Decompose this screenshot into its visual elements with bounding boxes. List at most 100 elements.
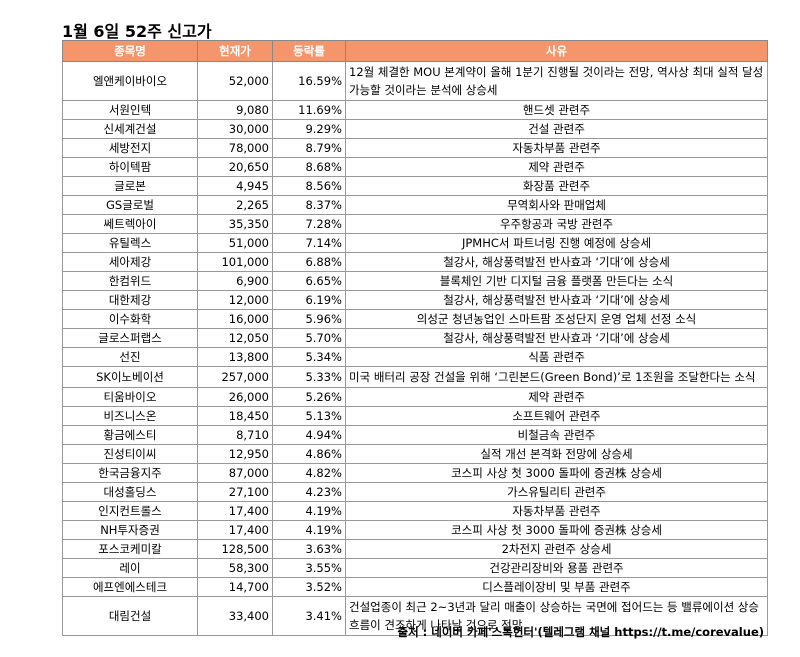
stock-name: NH투자증권 [62,520,198,540]
change-rate: 5.33% [272,366,346,388]
stock-name: 유틸렉스 [62,233,198,253]
change-rate: 4.23% [272,482,346,502]
reason: 2차전지 관련주 상승세 [345,539,768,559]
table-row: NH투자증권 17,400 4.19% 코스피 사상 첫 3000 돌파에 증권株 상… [62,520,768,540]
price: 18,450 [197,406,273,426]
table-row: 서원인텍 9,080 11.69% 핸드셋 관련주 [62,100,768,120]
reason: 철강사, 해상풍력발전 반사효과 ‘기대’에 상승세 [345,328,768,348]
table-row: 하이텍팜 20,650 8.68% 제약 관련주 [62,157,768,177]
price: 33,400 [197,596,273,636]
table: 종목명 현재가 등락률 사유 엘앤케이바이오 52,000 16.59% 12월 체결한 M… [62,40,768,636]
stock-name: 글로스퍼랩스 [62,328,198,348]
change-rate: 5.96% [272,309,346,329]
change-rate: 7.14% [272,233,346,253]
stock-name: 하이텍팜 [62,157,198,177]
change-rate: 3.41% [272,596,346,636]
stock-name: 포스코케미칼 [62,539,198,559]
reason: 제약 관련주 [345,387,768,407]
table-row: 대성홀딩스 27,100 4.23% 가스유틸리티 관련주 [62,482,768,502]
price: 58,300 [197,558,273,578]
stock-name: 엘앤케이바이오 [62,61,198,101]
column-header: 등락률 [272,40,346,62]
stock-name: SK이노베이션 [62,366,198,388]
change-rate: 4.82% [272,463,346,483]
reason: 의성군 청년농업인 스마트팜 조성단지 운영 업체 선정 소식 [345,309,768,329]
price: 20,650 [197,157,273,177]
price: 257,000 [197,366,273,388]
reason: 건강관리장비와 용품 관련주 [345,558,768,578]
stock-name: 서원인텍 [62,100,198,120]
change-rate: 4.94% [272,425,346,445]
reason: 식품 관련주 [345,347,768,367]
table-body: 엘앤케이바이오 52,000 16.59% 12월 체결한 MOU 본계약이 올해 1… [62,61,768,636]
change-rate: 6.88% [272,252,346,272]
price: 78,000 [197,138,273,158]
table-row: 황금에스티 8,710 4.94% 비철금속 관련주 [62,425,768,445]
stock-name: 티움바이오 [62,387,198,407]
stock-name: 선진 [62,347,198,367]
stock-name: 한국금융지주 [62,463,198,483]
stock-name: 이수화학 [62,309,198,329]
reason: 12월 체결한 MOU 본계약이 올해 1분기 진행될 것이라는 전망, 역사상… [345,61,768,101]
reason: 제약 관련주 [345,157,768,177]
column-header: 현재가 [197,40,273,62]
table-row: 글로스퍼랩스 12,050 5.70% 철강사, 해상풍력발전 반사효과 ‘기대’에 … [62,328,768,348]
table-row: 유틸렉스 51,000 7.14% JPMHC서 파트너링 진행 예정에 상승세 [62,233,768,253]
reason: 우주항공과 국방 관련주 [345,214,768,234]
price: 16,000 [197,309,273,329]
price: 9,080 [197,100,273,120]
table-row: 쎄트렉아이 35,350 7.28% 우주항공과 국방 관련주 [62,214,768,234]
reason: 코스피 사상 첫 3000 돌파에 증권株 상승세 [345,520,768,540]
reason: 철강사, 해상풍력발전 반사효과 ‘기대’에 상승세 [345,290,768,310]
header-row: 종목명 현재가 등락률 사유 [62,40,768,62]
reason: 비철금속 관련주 [345,425,768,445]
table-row: 레이 58,300 3.55% 건강관리장비와 용품 관련주 [62,558,768,578]
table-row: 이수화학 16,000 5.96% 의성군 청년농업인 스마트팜 조성단지 운영 업체… [62,309,768,329]
stock-name: 대림건설 [62,596,198,636]
stock-name: 세방전지 [62,138,198,158]
reason: 무역회사와 판매업체 [345,195,768,215]
reason: 화장품 관련주 [345,176,768,196]
column-header: 사유 [345,40,768,62]
table-row: 인지컨트롤스 17,400 4.19% 자동차부품 관련주 [62,501,768,521]
price: 35,350 [197,214,273,234]
change-rate: 5.26% [272,387,346,407]
change-rate: 4.19% [272,520,346,540]
stock-name: 세아제강 [62,252,198,272]
reason: 디스플레이장비 및 부품 관련주 [345,577,768,597]
price: 6,900 [197,271,273,291]
stock-name: 대한제강 [62,290,198,310]
table-row: 포스코케미칼 128,500 3.63% 2차전지 관련주 상승세 [62,539,768,559]
table-row: 한컴위드 6,900 6.65% 블록체인 기반 디지털 금융 플랫폼 만든다는 소식 [62,271,768,291]
price: 87,000 [197,463,273,483]
change-rate: 7.28% [272,214,346,234]
change-rate: 5.13% [272,406,346,426]
price: 8,710 [197,425,273,445]
price: 14,700 [197,577,273,597]
table-row: 한국금융지주 87,000 4.82% 코스피 사상 첫 3000 돌파에 증권株 상… [62,463,768,483]
reason: 미국 배터리 공장 건설을 위해 ‘그린본드(Green Bond)’로 1조원… [345,366,768,388]
stock-name: GS글로벌 [62,195,198,215]
change-rate: 8.56% [272,176,346,196]
title: 1월 6일 52주 신고가 [62,22,212,41]
stock-name: 신세계건설 [62,119,198,139]
price: 27,100 [197,482,273,502]
table-row: 세방전지 78,000 8.79% 자동차부품 관련주 [62,138,768,158]
price: 52,000 [197,61,273,101]
change-rate: 8.68% [272,157,346,177]
reason: 자동차부품 관련주 [345,501,768,521]
price: 128,500 [197,539,273,559]
reason: 철강사, 해상풍력발전 반사효과 ‘기대’에 상승세 [345,252,768,272]
table-row: 신세계건설 30,000 9.29% 건설 관련주 [62,119,768,139]
price: 12,000 [197,290,273,310]
reason: 가스유틸리티 관련주 [345,482,768,502]
table-row: SK이노베이션 257,000 5.33% 미국 배터리 공장 건설을 위해 ‘그린본… [62,366,768,388]
change-rate: 3.63% [272,539,346,559]
change-rate: 6.19% [272,290,346,310]
table-row: 글로본 4,945 8.56% 화장품 관련주 [62,176,768,196]
table-row: 세아제강 101,000 6.88% 철강사, 해상풍력발전 반사효과 ‘기대’에 상… [62,252,768,272]
price: 101,000 [197,252,273,272]
table-row: 엘앤케이바이오 52,000 16.59% 12월 체결한 MOU 본계약이 올해 1… [62,61,768,101]
table-row: GS글로벌 2,265 8.37% 무역회사와 판매업체 [62,195,768,215]
